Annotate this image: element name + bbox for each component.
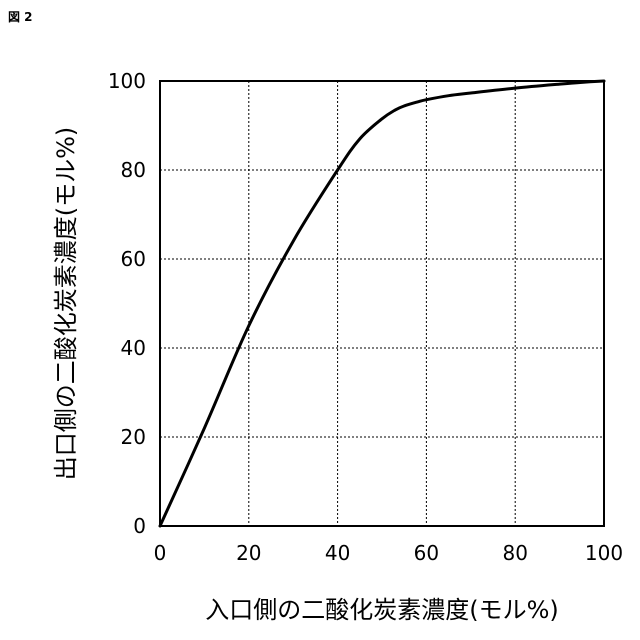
y-tick-label: 20 xyxy=(121,425,146,449)
grid-lines xyxy=(160,81,604,526)
x-tick-label: 40 xyxy=(325,541,350,565)
y-tick-label: 0 xyxy=(133,514,146,538)
y-tick-label: 40 xyxy=(121,336,146,360)
x-tick-label: 20 xyxy=(236,541,261,565)
plot-frame xyxy=(160,81,604,526)
x-tick-labels: 0 20 40 60 80 100 xyxy=(154,541,623,565)
x-tick-label: 80 xyxy=(502,541,527,565)
x-axis-title: 入口側の二酸化炭素濃度(モル%) xyxy=(205,596,559,624)
y-tick-label: 100 xyxy=(108,69,146,93)
y-axis-title: 出口側の二酸化炭素濃度(モル%) xyxy=(52,127,80,481)
series-line xyxy=(160,81,604,526)
x-tick-label: 60 xyxy=(414,541,439,565)
x-tick-label: 0 xyxy=(154,541,167,565)
y-tick-labels: 0 20 40 60 80 100 xyxy=(108,69,146,538)
x-tick-label: 100 xyxy=(585,541,623,565)
y-tick-label: 80 xyxy=(121,158,146,182)
y-tick-label: 60 xyxy=(121,247,146,271)
